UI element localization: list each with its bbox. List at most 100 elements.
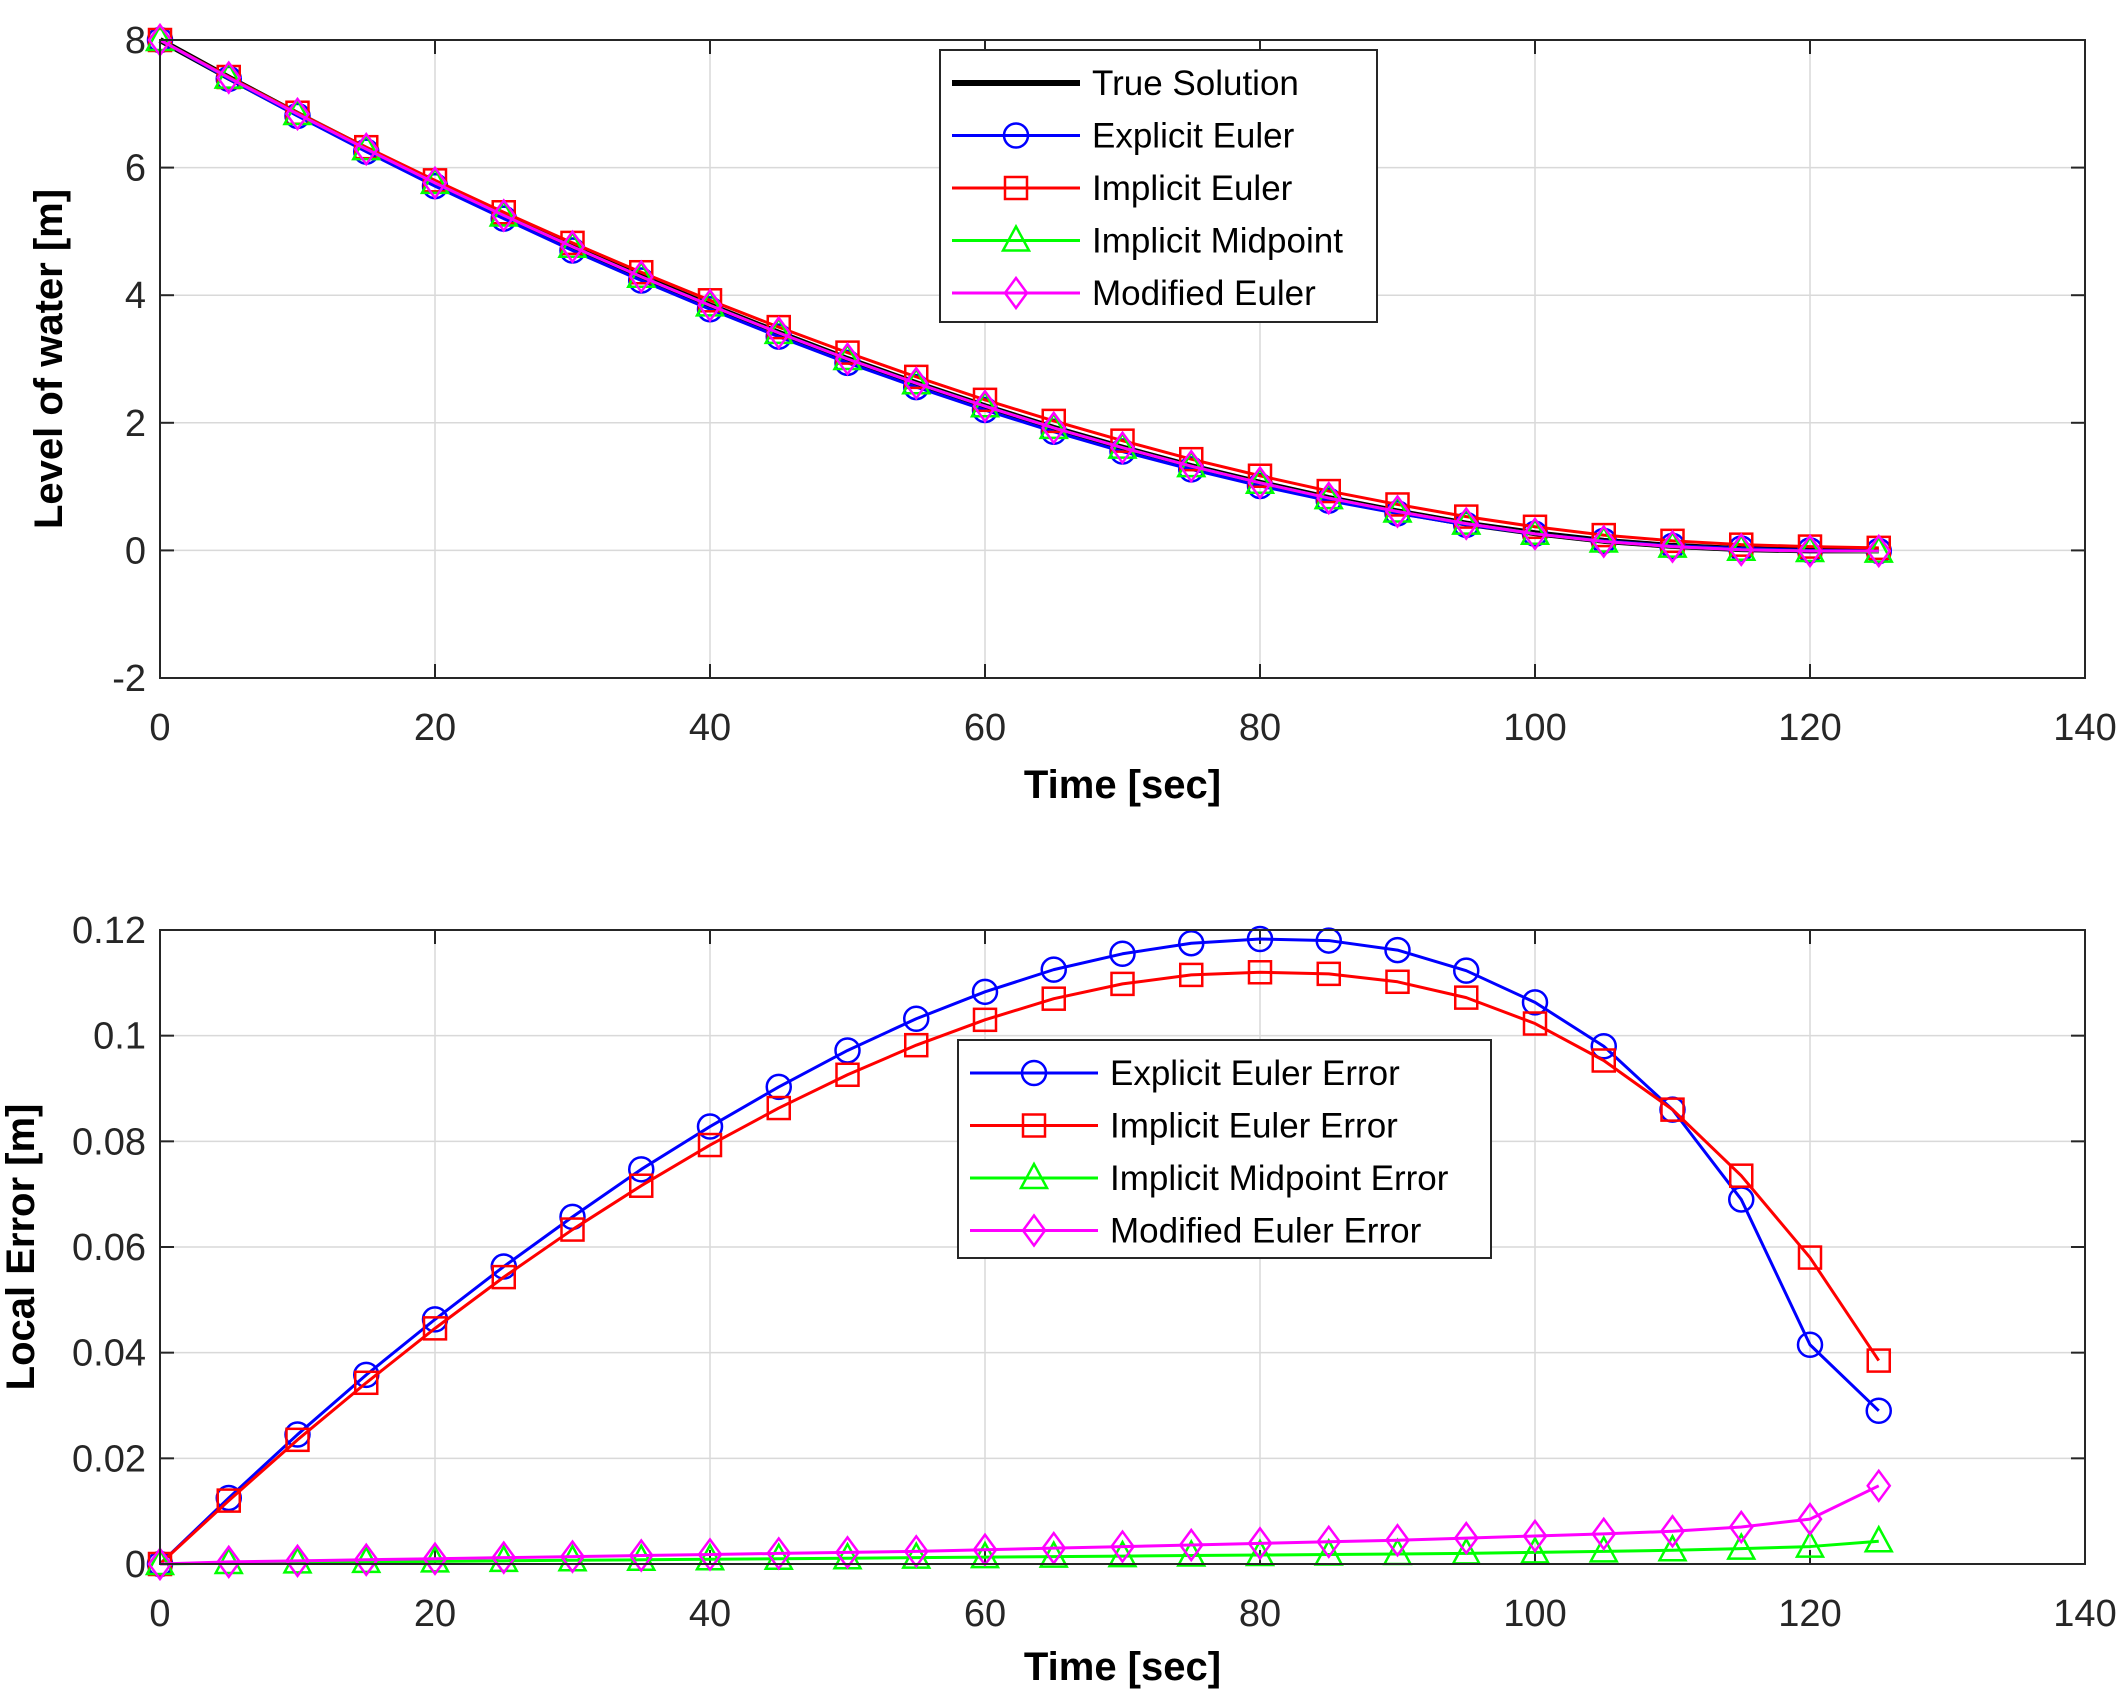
x-tick-label: 140 [2053, 1593, 2116, 1635]
legend-marker [1021, 1213, 1047, 1248]
series-4 [147, 1468, 1892, 1582]
data-point [1041, 410, 1067, 446]
data-point [284, 1543, 311, 1578]
data-point [1109, 430, 1136, 465]
y-tick-label: -2 [112, 658, 146, 700]
data-point [628, 1538, 654, 1573]
data-point [1726, 1532, 1757, 1560]
data-point [1454, 504, 1479, 529]
data-point [629, 1173, 654, 1198]
data-point [147, 1546, 173, 1582]
x-tick-label: 80 [1239, 707, 1281, 749]
data-point [1315, 927, 1342, 954]
data-point [491, 198, 517, 233]
x-tick-label: 40 [689, 707, 731, 749]
data-point [697, 1132, 723, 1158]
legend-label: Implicit Euler [1092, 169, 1293, 208]
legend-label: Modified Euler Error [1110, 1212, 1422, 1251]
data-point [1247, 465, 1273, 500]
data-point [1244, 1538, 1276, 1567]
x-tick-label: 120 [1778, 1593, 1841, 1635]
data-point [1041, 986, 1066, 1011]
data-point [216, 60, 242, 95]
data-point [628, 1156, 655, 1183]
data-point [216, 1544, 242, 1580]
legend-label: Modified Euler [1092, 274, 1316, 313]
data-point [1109, 1529, 1136, 1564]
x-tick-label: 0 [149, 1593, 170, 1635]
data-point [1453, 1520, 1479, 1556]
y-tick-label: 0.04 [72, 1333, 146, 1375]
x-tick-label: 80 [1239, 1593, 1281, 1635]
data-point [1866, 533, 1892, 569]
data-point [766, 1536, 792, 1571]
data-point [1041, 408, 1066, 434]
data-point [1178, 929, 1205, 957]
data-point [1591, 1048, 1616, 1073]
data-point [422, 1541, 448, 1576]
legend-item: Implicit Euler [952, 169, 1293, 208]
data-point [144, 1547, 176, 1576]
data-point [1247, 1526, 1273, 1561]
data-point [1797, 1245, 1823, 1270]
data-point [1385, 492, 1410, 517]
legend: Explicit Euler Error Implicit Euler Error… [957, 1039, 1492, 1259]
y-tick-label: 6 [125, 148, 146, 190]
data-point [1794, 534, 1826, 563]
data-point [1863, 1524, 1894, 1553]
data-point [1519, 1535, 1551, 1564]
y-axis-title: Local Error [m] [0, 1104, 43, 1391]
data-point [1657, 1533, 1688, 1562]
data-point [1660, 1097, 1685, 1122]
legend-label: Explicit Euler [1092, 117, 1295, 156]
data-point [284, 96, 311, 132]
data-point [1178, 449, 1204, 484]
legend-item: True Solution [952, 64, 1299, 103]
data-point [766, 1095, 791, 1121]
data-point [1453, 506, 1479, 541]
data-point [1728, 1509, 1754, 1545]
x-tick-label: 20 [414, 707, 456, 749]
legend-marker [1020, 1059, 1048, 1087]
data-point [1796, 1331, 1824, 1358]
data-point [1729, 1163, 1754, 1188]
data-point [1522, 514, 1548, 540]
y-tick-label: 0.02 [72, 1438, 146, 1480]
data-point [1728, 532, 1754, 567]
data-point [1246, 925, 1274, 953]
x-tick-label: 40 [689, 1593, 731, 1635]
legend-item: Implicit Midpoint Error [970, 1159, 1449, 1198]
x-tick-label: 100 [1503, 707, 1566, 749]
legend-item: Explicit Euler Error [970, 1054, 1400, 1093]
data-point [1726, 533, 1757, 562]
x-tick-label: 100 [1503, 1593, 1566, 1635]
data-point [1591, 1516, 1617, 1551]
data-point [1247, 960, 1273, 985]
data-point [1521, 989, 1549, 1016]
data-point [1316, 1524, 1342, 1559]
data-point [1522, 516, 1548, 551]
legend-item: Implicit Euler Error [970, 1107, 1398, 1146]
data-point [422, 1316, 448, 1341]
data-point [1384, 1523, 1411, 1558]
data-point [971, 978, 999, 1006]
data-point [903, 366, 929, 401]
data-point [1659, 1514, 1686, 1549]
data-point [903, 1005, 930, 1033]
data-point [1247, 463, 1273, 489]
x-axis-title: Time [sec] [1024, 763, 1221, 807]
legend-marker [1003, 175, 1029, 201]
y-tick-label: 2 [125, 403, 146, 445]
data-point [1179, 962, 1204, 988]
data-point [834, 1535, 861, 1570]
series-5 [147, 22, 1892, 569]
data-point [697, 1537, 723, 1572]
data-point [1385, 969, 1410, 995]
data-point [1454, 985, 1479, 1010]
x-tick-label: 140 [2053, 707, 2116, 749]
data-point [1865, 1397, 1892, 1425]
data-point [1794, 1529, 1826, 1558]
legend-marker [1002, 122, 1030, 149]
data-point [353, 1542, 379, 1577]
